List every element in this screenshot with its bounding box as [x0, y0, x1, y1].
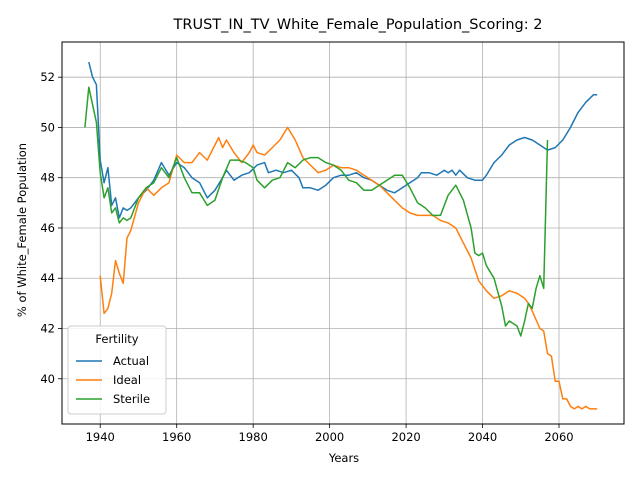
- y-tick-label: 44: [40, 271, 55, 285]
- legend-box: [67, 325, 167, 415]
- legend: Fertility Actual Ideal Sterile: [67, 325, 167, 415]
- series-line-ideal: [99, 126, 598, 410]
- y-tick-label: 40: [40, 372, 55, 386]
- y-tick-label: 46: [40, 221, 55, 235]
- x-tick-label: 2020: [391, 430, 420, 444]
- series-line-sterile: [84, 86, 549, 337]
- series-lines: [84, 61, 598, 410]
- legend-label-sterile: Sterile: [113, 392, 150, 406]
- x-tick-label: 1940: [86, 430, 115, 444]
- y-axis-ticks: 40 42 44 46 48 50 52: [40, 70, 62, 386]
- y-tick-label: 48: [40, 171, 55, 185]
- plot-frame: [61, 41, 625, 425]
- chart-title: TRUST_IN_TV_White_Female_Population_Scor…: [173, 17, 543, 33]
- x-tick-label: 2000: [315, 430, 344, 444]
- x-tick-label: 1980: [239, 430, 268, 444]
- x-axis-label: Years: [328, 451, 359, 465]
- x-tick-label: 2060: [544, 430, 573, 444]
- legend-title: Fertility: [95, 332, 138, 346]
- y-axis-label: % of White_Female Population: [15, 143, 29, 317]
- x-axis-ticks: 1940 1960 1980 2000 2020 2040 2060: [86, 424, 574, 444]
- y-tick-label: 50: [40, 120, 55, 134]
- y-tick-label: 42: [40, 322, 55, 336]
- y-tick-label: 52: [40, 70, 55, 84]
- series-line-actual: [88, 61, 598, 219]
- legend-label-actual: Actual: [113, 354, 149, 368]
- x-tick-label: 2040: [468, 430, 497, 444]
- x-tick-label: 1960: [162, 430, 191, 444]
- legend-label-ideal: Ideal: [113, 373, 141, 387]
